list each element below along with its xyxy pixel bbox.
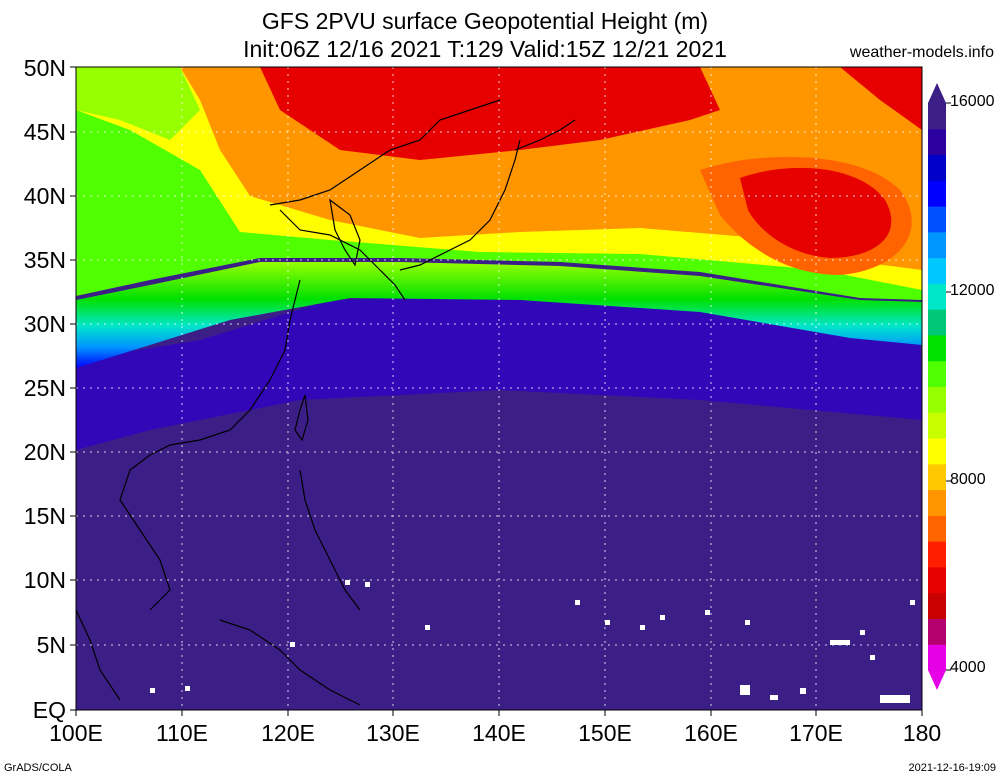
colorbar-segment (928, 257, 946, 284)
lat-tick-label: 25N (23, 375, 66, 401)
lat-tick-label: 10N (23, 567, 66, 593)
tick-marks (70, 66, 923, 716)
colorbar-segment (928, 541, 946, 568)
lat-tick-label: 15N (23, 503, 66, 529)
colorbar-segment (928, 309, 946, 336)
speckles (150, 580, 915, 703)
colorbar-segment (928, 489, 946, 516)
colorbar-segment (928, 463, 946, 491)
colorbar-segment (928, 128, 946, 156)
colorbar-segment (928, 515, 946, 542)
colorbar-max-arrow (928, 83, 946, 103)
colorbar (928, 83, 951, 690)
colorbar-segment (928, 412, 946, 439)
lon-tick-label: 170E (789, 720, 843, 746)
colorbar-segment (928, 360, 946, 387)
lat-tick-label: 40N (23, 183, 66, 209)
footer-credit: GrADS/COLA (4, 762, 72, 774)
lon-tick-label: 120E (261, 720, 315, 746)
lon-tick-label: 150E (578, 720, 632, 746)
lon-tick-label: 110E (155, 720, 208, 746)
lon-tick-label: 130E (366, 720, 420, 746)
colorbar-segment (928, 206, 946, 233)
colorbar-segment (928, 180, 946, 207)
chart-subtitle: Init:06Z 12/16 2021 T:129 Valid:15Z 12/2… (243, 36, 727, 62)
colorbar-label: 8000 (950, 471, 986, 488)
colorbar-segment (928, 566, 946, 594)
colorbar-segment (928, 592, 946, 619)
northwest-green (76, 67, 200, 140)
lon-tick-label: 100E (49, 720, 103, 746)
lon-tick-label: 180 (902, 720, 942, 746)
site-credit: weather-models.info (849, 44, 994, 61)
lon-tick-label: 160E (684, 720, 738, 746)
trough-red-north (260, 67, 720, 160)
colorbar-segment (928, 283, 946, 310)
colorbar-segment (928, 438, 946, 465)
colorbar-segment (928, 618, 946, 645)
cutoff-low-red (740, 167, 892, 258)
lat-tick-label: 5N (36, 632, 66, 658)
colorbar-segment (928, 386, 946, 413)
lat-tick-label: 30N (23, 311, 66, 337)
chart-title: GFS 2PVU surface Geopotential Height (m) (261, 8, 709, 34)
northeast-red (840, 67, 922, 130)
colorbar-segment (928, 231, 946, 259)
colorbar-label: 4000 (950, 659, 986, 676)
colorbar-label: 12000 (950, 282, 995, 299)
colorbar-segment (928, 334, 946, 362)
colorbar-segment (928, 103, 946, 130)
gridlines (76, 67, 922, 710)
jet-gradient-band (76, 262, 922, 368)
lat-tick-label: 50N (23, 55, 66, 81)
lon-tick-label: 140E (472, 720, 526, 746)
colorbar-segment (928, 154, 946, 181)
colorbar-label: 16000 (950, 93, 995, 110)
lat-tick-label: 45N (23, 119, 66, 145)
coastlines (75, 99, 576, 706)
colorbar-min-arrow (928, 670, 946, 690)
colorbar-segment (928, 644, 946, 671)
lat-tick-label: EQ (32, 697, 66, 723)
lat-tick-label: 35N (23, 247, 66, 273)
lat-tick-label: 20N (23, 439, 66, 465)
footer-timestamp: 2021-12-16-19:09 (908, 762, 996, 774)
